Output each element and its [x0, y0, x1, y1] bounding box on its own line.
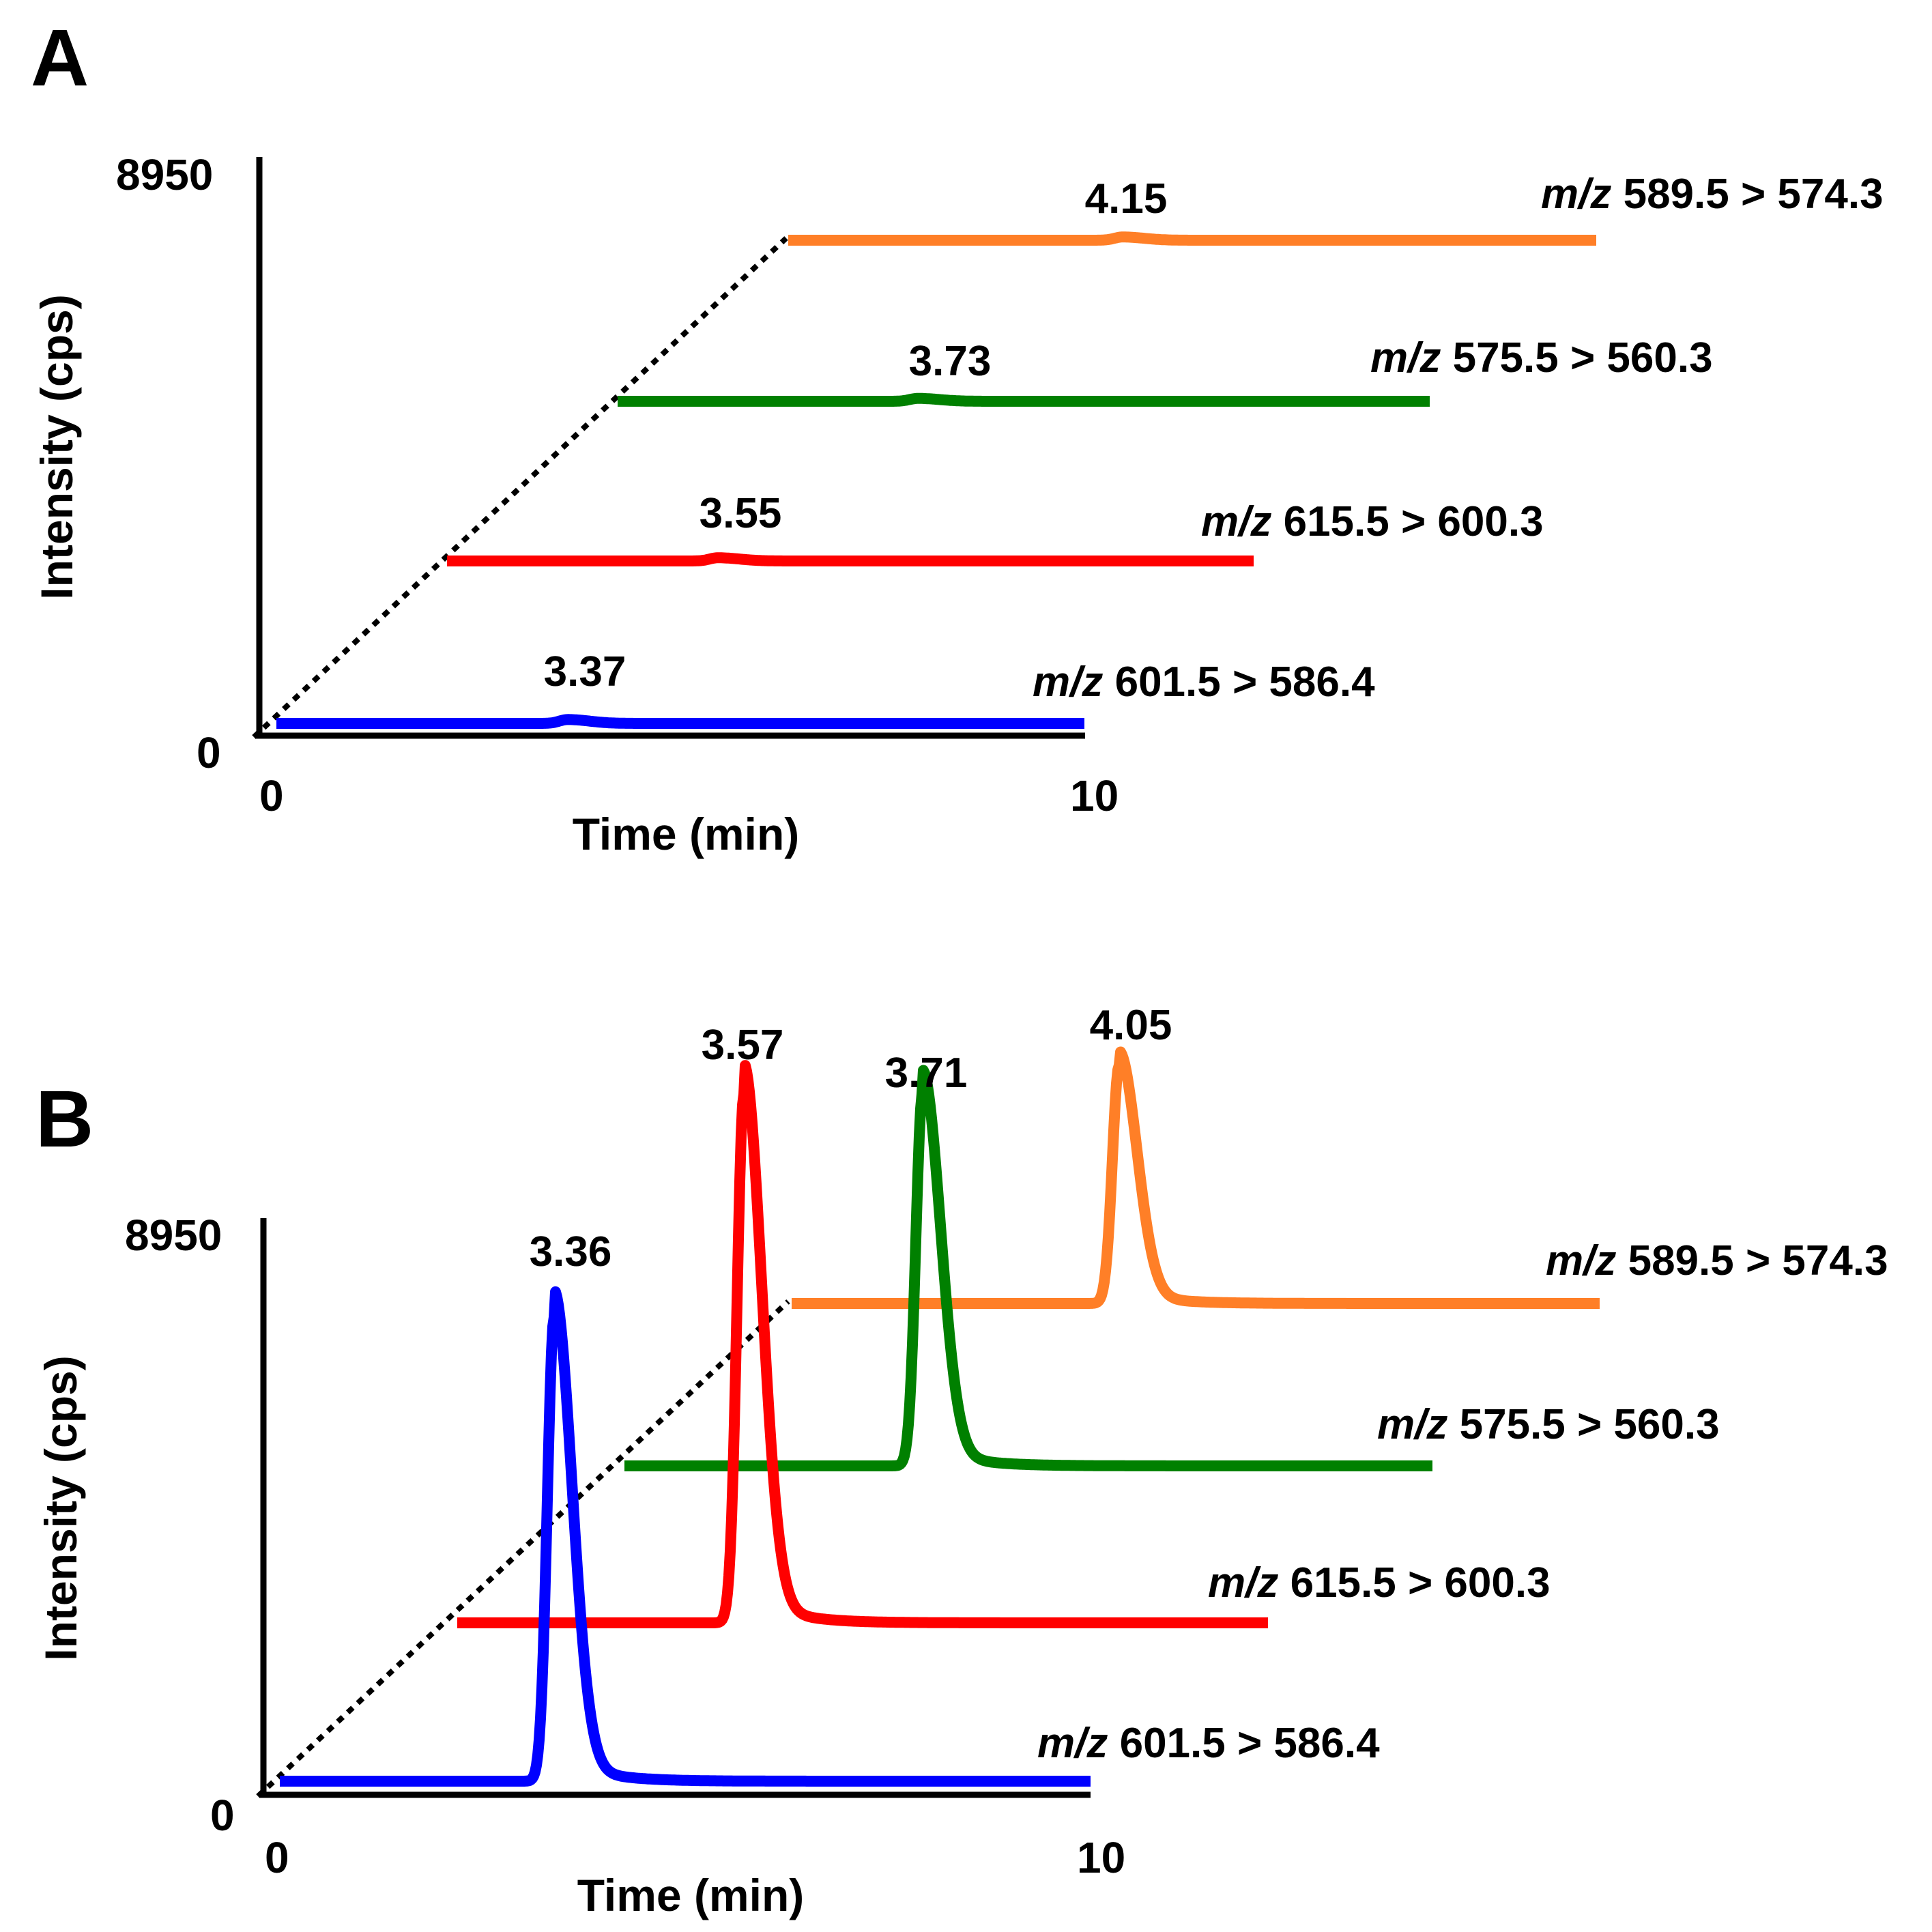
trace-b-green	[620, 1065, 1437, 1471]
trace-label-b-red: m/z 615.5 > 600.3	[1208, 1559, 1551, 1606]
peak-label-a-blue: 3.37	[544, 648, 626, 695]
trace-label-b-green: m/z 575.5 > 560.3	[1377, 1401, 1720, 1448]
y-axis-title-a: Intensity (cps)	[31, 294, 82, 599]
peak-label-a-orange: 4.15	[1085, 175, 1168, 222]
trace-a-blue	[272, 714, 1088, 729]
trace-label-a-orange: m/z 589.5 > 574.3	[1541, 171, 1884, 218]
x-tick-ten-b: 10	[1077, 1833, 1125, 1882]
trace-a-red	[443, 552, 1258, 566]
x-axis-title-a: Time (min)	[573, 809, 799, 859]
y-axis-title-b: Intensity (cps)	[35, 1355, 86, 1660]
x-tick-ten-a: 10	[1070, 771, 1119, 820]
offset-guide-a	[252, 236, 788, 739]
trace-label-a-red: m/z 615.5 > 600.3	[1201, 498, 1544, 545]
offset-guide-b	[256, 1299, 790, 1798]
panel-letter-a: A	[31, 13, 89, 103]
y-tick-max-a: 8950	[116, 150, 213, 199]
panel-a: A 8950 0 0 10 Time (min) Intensity (cps)…	[31, 13, 1884, 859]
trace-b-blue	[276, 1286, 1095, 1787]
x-tick-zero-b: 0	[265, 1833, 289, 1882]
y-tick-max-b: 8950	[125, 1211, 222, 1260]
peak-label-a-red: 3.55	[700, 490, 782, 537]
x-tick-zero-a: 0	[259, 771, 284, 820]
x-axis-title-b: Time (min)	[577, 1870, 804, 1920]
trace-b-red	[453, 1060, 1272, 1628]
peak-label-b-blue: 3.36	[530, 1228, 612, 1275]
trace-a-green	[614, 392, 1434, 407]
peak-label-b-red: 3.57	[702, 1022, 784, 1069]
trace-a-orange	[784, 231, 1600, 246]
trace-label-a-blue: m/z 601.5 > 586.4	[1033, 659, 1375, 706]
panel-b: B 8950 0 0 10 Time (min) Intensity (cps)…	[35, 1002, 1888, 1920]
peak-label-b-green: 3.71	[885, 1050, 968, 1097]
trace-label-b-orange: m/z 589.5 > 574.3	[1546, 1237, 1888, 1284]
panel-letter-b: B	[35, 1074, 93, 1164]
trace-label-b-blue: m/z 601.5 > 586.4	[1037, 1720, 1380, 1767]
trace-b-orange	[788, 1046, 1604, 1309]
y-tick-zero-b: 0	[210, 1791, 235, 1840]
trace-label-a-green: m/z 575.5 > 560.3	[1370, 334, 1713, 381]
peak-label-a-green: 3.73	[909, 338, 992, 385]
y-tick-zero-a: 0	[197, 728, 221, 777]
peak-label-b-orange: 4.05	[1090, 1002, 1172, 1049]
